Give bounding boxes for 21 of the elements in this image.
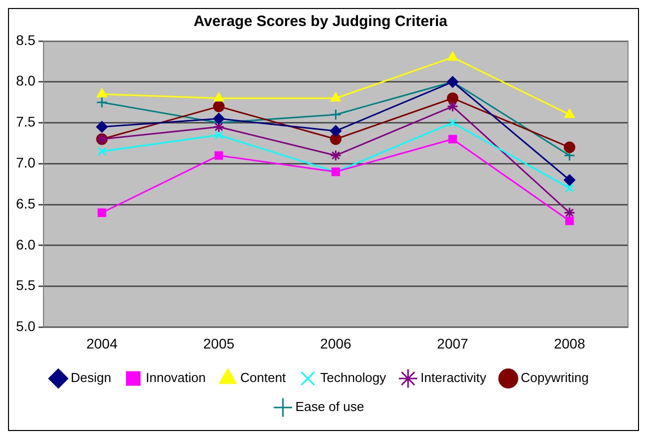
x-tick-label: 2006 [320,335,352,352]
x-tick-label: 2007 [437,335,468,352]
y-tick-label: 6.5 [16,195,36,212]
x-tick-label: 2008 [554,335,586,352]
y-tick-label: 8.0 [16,72,36,89]
legend-label: Ease of use [295,399,364,414]
y-tick-label: 6.0 [16,236,36,252]
legend-label: Design [70,370,112,386]
legend-label: Innovation [146,370,206,386]
legend-label: Copywriting [520,370,589,386]
chart-title: Average Scores by Judging Criteria [194,13,448,30]
legend-label: Content [240,370,286,386]
legend-label: Technology [320,370,387,386]
x-tick-label: 2005 [203,335,235,352]
y-tick-label: 7.0 [16,154,36,171]
y-tick-label: 7.5 [16,114,36,130]
legend-label: Interactivity [420,370,487,386]
y-tick-label: 8.5 [16,32,36,48]
x-tick-label: 2004 [86,335,118,352]
y-tick-label: 5.0 [16,318,36,334]
y-tick-label: 5.5 [16,277,36,294]
